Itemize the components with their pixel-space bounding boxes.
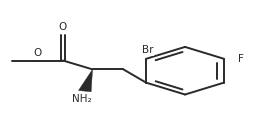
Text: O: O bbox=[59, 22, 67, 32]
Polygon shape bbox=[78, 69, 93, 92]
Text: NH₂: NH₂ bbox=[72, 94, 92, 104]
Text: F: F bbox=[238, 54, 244, 64]
Text: O: O bbox=[33, 48, 41, 58]
Text: Br: Br bbox=[142, 45, 153, 55]
